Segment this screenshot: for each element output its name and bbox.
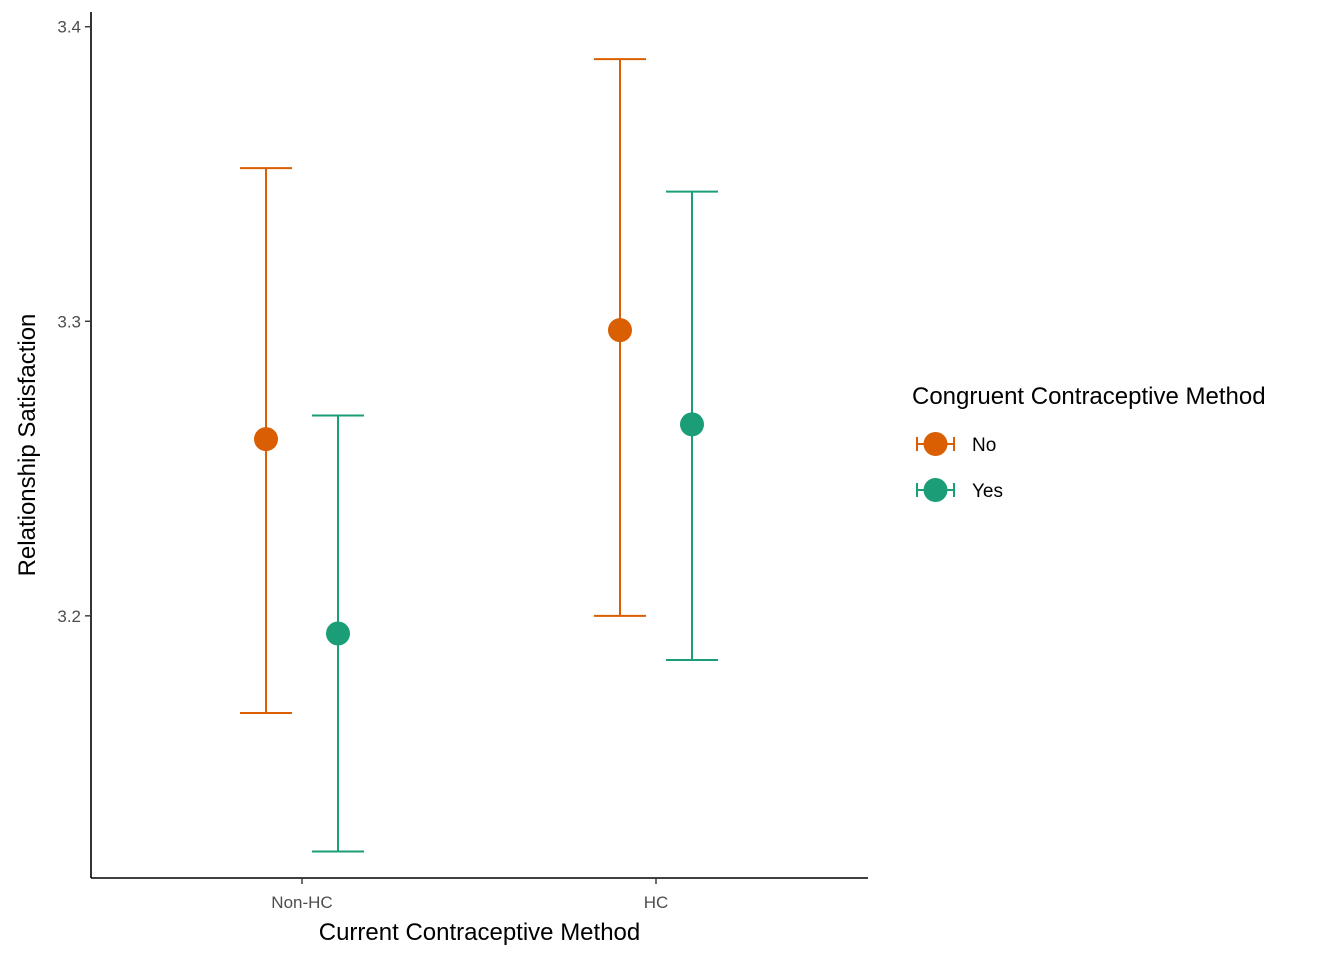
x-axis-title: Current Contraceptive Method [319,919,641,946]
x-tick-label: Non-HC [271,893,332,912]
legend-label: Yes [972,481,1003,502]
errorbar-no-hc [594,58,646,617]
legend-items: No Yes [916,432,1003,502]
x-tick-label: HC [644,893,669,912]
axes: 3.2 3.3 3.4 Non-HC HC [57,12,868,912]
legend: Congruent Contraceptive Method No Yes [912,383,1266,502]
y-tick-label: 3.2 [57,607,81,626]
legend-item-yes: Yes [916,478,1003,502]
errorbar-no-non-hc [240,167,292,715]
plot-marks [240,58,718,853]
point-no-non-hc [254,427,278,452]
errorbar-yes-hc [666,190,718,662]
legend-title: Congruent Contraceptive Method [912,383,1266,410]
point-yes-hc [680,412,704,437]
y-axis-title: Relationship Satisfaction [14,314,41,577]
y-tick-label: 3.4 [57,18,81,37]
legend-key-point [923,432,948,456]
point-no-hc [608,318,632,343]
y-ticks: 3.2 3.3 3.4 [57,18,91,626]
legend-key-point [923,478,948,502]
errorbar-yes-non-hc [312,414,364,853]
legend-item-no: No [916,432,996,456]
point-yes-non-hc [326,621,350,646]
y-tick-label: 3.3 [57,312,81,331]
x-ticks: Non-HC HC [271,878,668,912]
legend-label: No [972,435,996,456]
